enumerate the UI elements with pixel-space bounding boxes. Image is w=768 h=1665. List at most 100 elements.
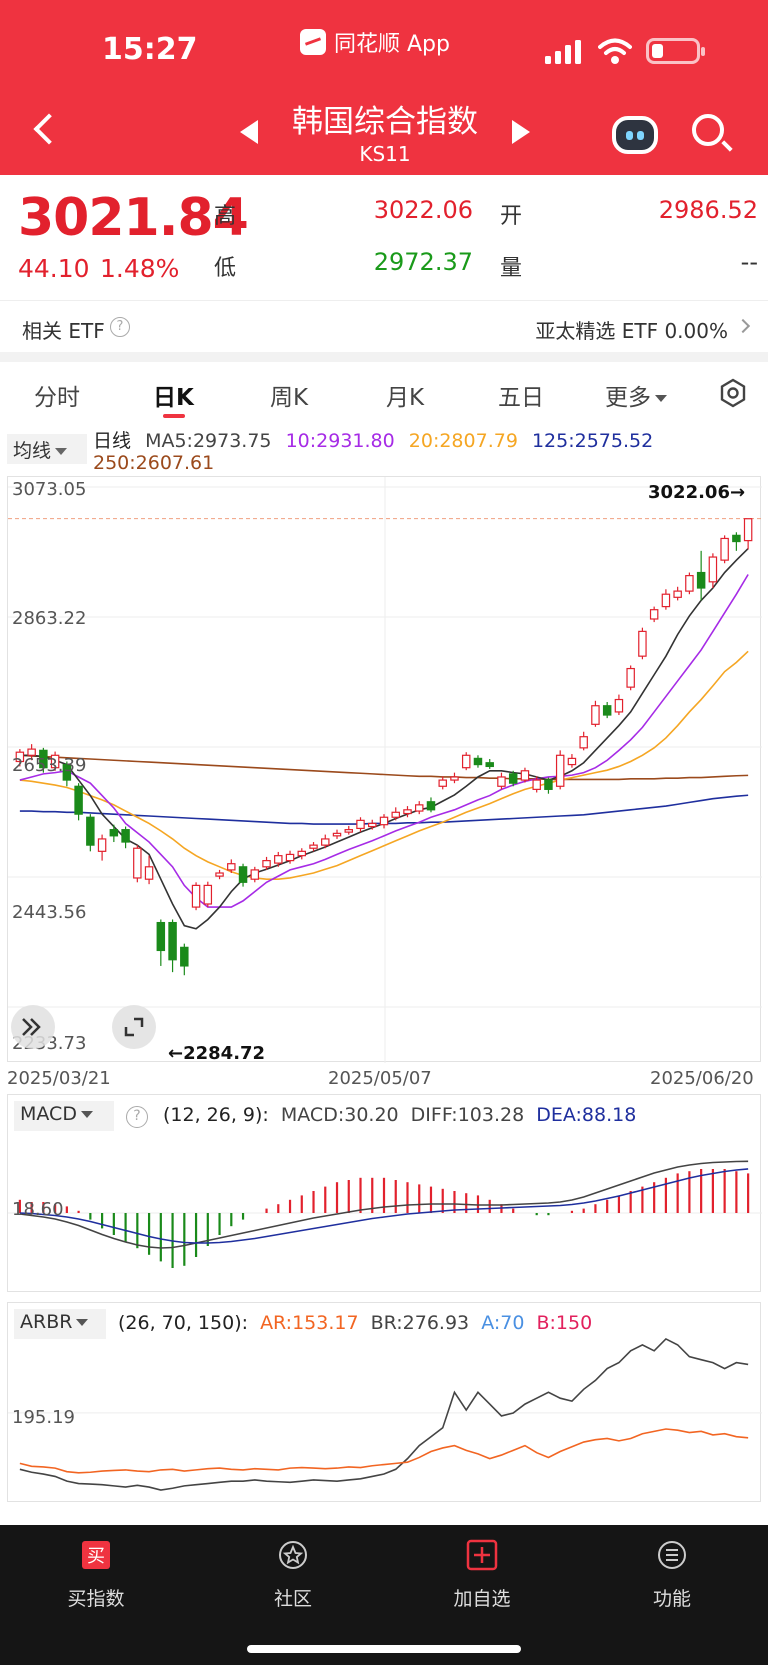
active-tab-indicator <box>163 414 185 418</box>
robot-assistant-icon[interactable] <box>612 116 658 154</box>
app-header: 15:27 同花顺 App 韩国综合指数 KS11 <box>0 0 768 175</box>
arbr-y-tick: 195.19 <box>12 1407 75 1428</box>
high-label: 高 <box>214 204 237 229</box>
macd-params: (12, 26, 9): <box>163 1104 269 1126</box>
functions-tab[interactable]: 功能 <box>612 1539 732 1611</box>
candle <box>144 866 154 880</box>
candle <box>497 776 506 787</box>
svg-text:买: 买 <box>87 1546 105 1567</box>
kline-chart[interactable]: 3073.05 2863.22 2653.39 2443.56 2233.73 … <box>7 476 762 1064</box>
macd-help-icon[interactable]: ? <box>126 1106 148 1128</box>
candle <box>74 785 83 815</box>
br-value: BR:276.93 <box>370 1312 470 1334</box>
candle <box>696 571 706 589</box>
arbr-params: (26, 70, 150): <box>118 1312 249 1334</box>
buy-index-tab[interactable]: 买 买指数 <box>36 1539 156 1611</box>
ma20-value: 20:2807.79 <box>408 430 518 452</box>
candle <box>309 844 318 849</box>
arbr-selector[interactable]: ARBR <box>14 1309 106 1339</box>
candle <box>368 822 377 828</box>
ma-selector[interactable]: 均线 <box>7 434 87 464</box>
tab-daily-k[interactable]: 日K <box>153 385 194 411</box>
diff-value: DIFF:103.28 <box>410 1104 525 1126</box>
buy-icon: 买 <box>82 1541 110 1569</box>
candle <box>39 749 48 769</box>
candle <box>86 816 95 846</box>
collapse-panel-button[interactable] <box>11 1005 55 1049</box>
settings-icon[interactable] <box>718 378 748 408</box>
community-tab[interactable]: 社区 <box>233 1539 353 1611</box>
macd-selector-label: MACD <box>20 1103 77 1125</box>
a-value: A:70 <box>481 1312 525 1334</box>
tab-weekly-k[interactable]: 周K <box>270 385 309 411</box>
candle <box>180 946 189 967</box>
y-tick-2: 2863.22 <box>12 608 87 629</box>
candle <box>344 829 354 833</box>
candle <box>661 593 671 608</box>
arbr-panel[interactable]: ARBR (26, 70, 150): AR:153.17 BR:276.93 … <box>7 1302 762 1502</box>
etf-value: 亚太精选 ETF 0.00% <box>535 319 728 343</box>
ma250-value: 250:2607.61 <box>93 452 215 474</box>
diff-line <box>19 1160 749 1249</box>
candle <box>708 556 718 583</box>
ma10-line <box>19 574 749 908</box>
y-tick-3: 2653.39 <box>12 755 87 776</box>
double-chevron-icon <box>22 1018 41 1036</box>
caret-down-icon <box>76 1319 89 1326</box>
candle <box>297 850 307 857</box>
y-tick-1: 3073.05 <box>12 479 87 500</box>
related-etf-row[interactable]: 相关 ETF ? 亚太精选 ETF 0.00% <box>0 300 768 352</box>
candle <box>567 757 577 766</box>
candle <box>379 816 389 826</box>
tab-five-day[interactable]: 五日 <box>498 385 544 411</box>
max-price-value: 3022.06 <box>648 482 730 503</box>
candle <box>191 884 201 908</box>
candle <box>732 534 741 543</box>
status-app-name: 同花顺 App <box>334 32 450 57</box>
candle <box>274 855 283 864</box>
caret-down-icon <box>655 395 667 402</box>
tab-minute[interactable]: 分时 <box>34 385 80 411</box>
b-value: B:150 <box>536 1312 593 1334</box>
candle <box>156 921 166 952</box>
status-app[interactable]: 同花顺 App <box>300 26 450 58</box>
fullscreen-icon <box>124 1017 144 1037</box>
tab-more[interactable]: 更多 <box>605 378 667 412</box>
macd-legend: (12, 26, 9): MACD:30.20 DIFF:103.28 DEA:… <box>163 1104 636 1126</box>
app-logo-icon <box>300 29 326 55</box>
add-watchlist-tab[interactable]: 加自选 <box>422 1539 542 1611</box>
fullscreen-button[interactable] <box>112 1005 156 1049</box>
volume-value: -- <box>740 248 758 276</box>
macd-panel[interactable]: MACD ? (12, 26, 9): MACD:30.20 DIFF:103.… <box>7 1094 762 1292</box>
ma-legend: 日线 MA5:2973.75 10:2931.80 20:2807.79 125… <box>93 426 653 453</box>
candle <box>638 630 647 657</box>
home-indicator[interactable] <box>247 1645 521 1653</box>
candle <box>332 832 342 837</box>
candle <box>414 804 424 812</box>
ma-selector-label: 均线 <box>13 440 52 462</box>
candle <box>321 838 330 846</box>
candle <box>473 757 483 766</box>
back-icon[interactable] <box>33 113 65 145</box>
candle <box>520 770 530 781</box>
current-price: 3021.84 <box>18 188 249 248</box>
help-icon[interactable]: ? <box>110 317 130 337</box>
add-watchlist-label: 加自选 <box>453 1588 511 1610</box>
macd-value: MACD:30.20 <box>280 1104 399 1126</box>
kline-svg <box>8 477 762 1063</box>
buy-index-label: 买指数 <box>67 1588 125 1610</box>
candle <box>438 779 447 787</box>
signal-icon <box>545 40 581 64</box>
page-title: 韩国综合指数 <box>292 104 478 140</box>
tab-monthly-k[interactable]: 月K <box>386 385 425 411</box>
search-icon[interactable] <box>692 114 724 146</box>
prev-stock-icon[interactable] <box>240 120 258 144</box>
dea-value: DEA:88.18 <box>536 1104 637 1126</box>
ar-value: AR:153.17 <box>260 1312 359 1334</box>
next-stock-icon[interactable] <box>512 120 530 144</box>
candle <box>720 537 729 561</box>
macd-selector[interactable]: MACD <box>14 1101 114 1131</box>
candle <box>485 762 494 768</box>
candle <box>461 754 471 769</box>
min-price-label: ←2284.72 <box>168 1043 266 1064</box>
